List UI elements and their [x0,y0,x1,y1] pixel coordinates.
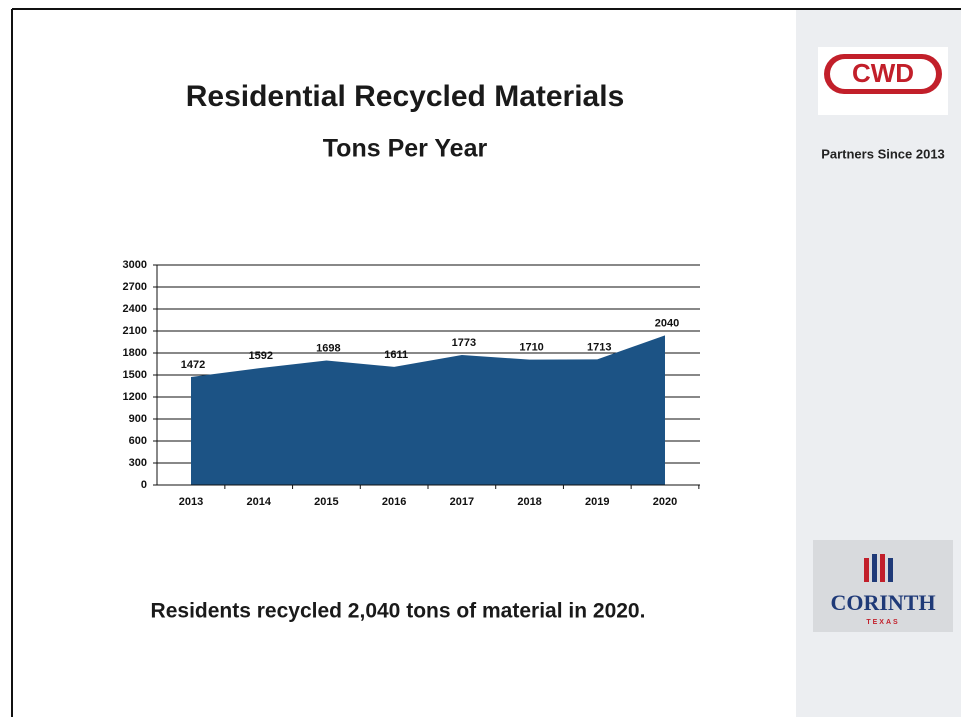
logo-subtext: TEXAS [866,619,899,626]
x-tick-label: 2013 [179,496,203,508]
chart-subtitle: Tons Per Year [323,135,488,163]
corinth-logo: CORINTH TEXAS [813,540,953,632]
value-label: 1611 [384,349,408,361]
x-tick-label: 2015 [314,496,338,508]
logo-column [864,558,869,582]
caption: Residents recycled 2,040 tons of materia… [151,600,646,623]
logo-column [888,558,893,582]
area [191,335,665,485]
y-tick-label: 1800 [123,347,147,359]
chart-title: Residential Recycled Materials [186,80,625,113]
y-tick-label: 1200 [123,391,147,403]
logo-column [872,554,877,582]
value-label: 1592 [248,350,272,362]
x-tick-label: 2017 [450,496,474,508]
logo-text: CWD [852,58,914,88]
y-tick-label: 2100 [123,325,147,337]
y-tick-label: 600 [129,435,147,447]
value-label: 1713 [587,341,611,353]
y-tick-label: 1500 [123,369,147,381]
x-tick-label: 2018 [517,496,541,508]
y-tick-label: 0 [141,479,147,491]
x-tick-label: 2014 [246,496,271,508]
value-label: 1698 [316,342,340,354]
y-tick-label: 900 [129,413,147,425]
value-label: 2040 [655,317,679,329]
logo-column [880,554,885,582]
value-label: 1710 [519,342,543,354]
x-tick-label: 2019 [585,496,609,508]
cwd-logo: CWD [818,47,948,115]
value-label: 1472 [181,359,205,371]
partners-text: Partners Since 2013 [821,146,945,161]
logo-text: CORINTH [830,590,935,615]
y-tick-label: 3000 [123,259,147,271]
y-tick-label: 2700 [123,281,147,293]
x-tick-label: 2016 [382,496,406,508]
x-tick-label: 2020 [653,496,677,508]
logo-oval-inner [830,59,936,89]
y-tick-label: 2400 [123,303,147,315]
y-tick-label: 300 [129,457,147,469]
value-label: 1773 [452,337,476,349]
